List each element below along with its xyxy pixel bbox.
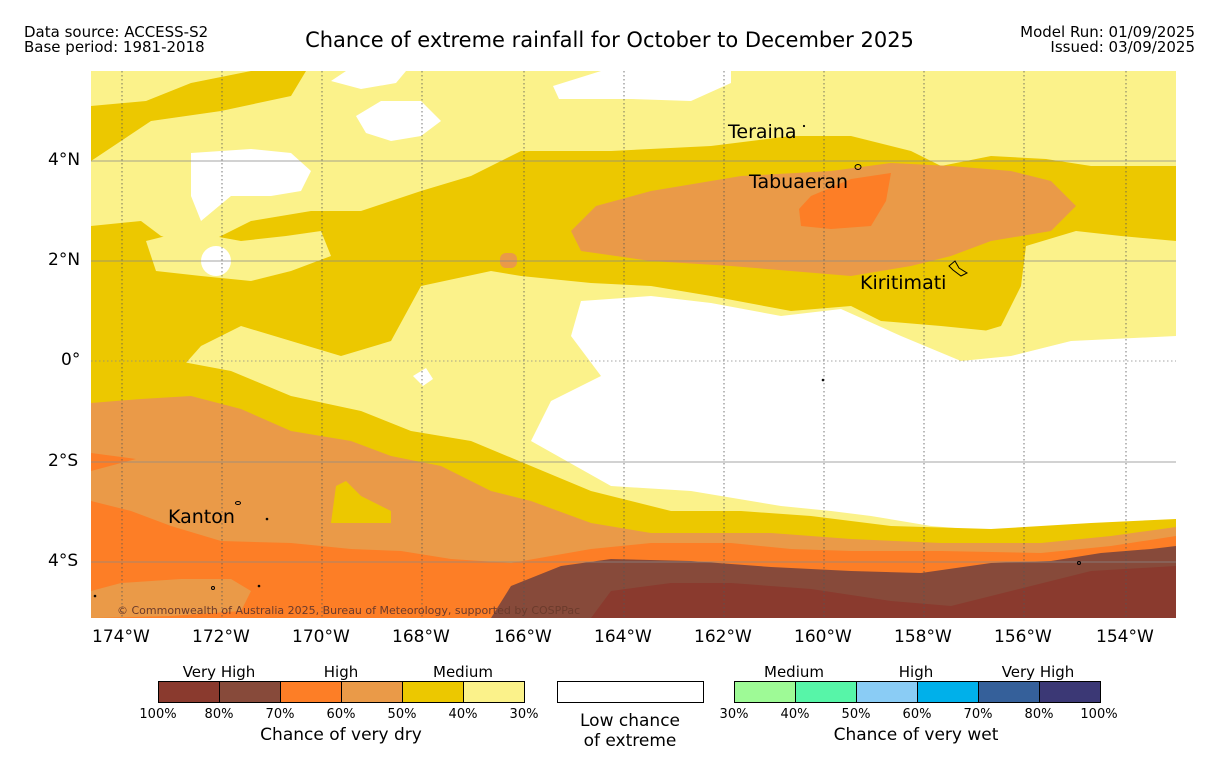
tabuaeran-island <box>854 164 862 170</box>
dry-50-60-sw-patch <box>91 579 251 618</box>
low-chance-north-3 <box>553 71 731 101</box>
lon-tick-164w: 164°W <box>594 627 652 647</box>
teraina-island <box>802 124 806 128</box>
lon-tick-166w: 166°W <box>494 627 552 647</box>
low-chance-swatch <box>557 681 704 703</box>
dry-tick-70: 70% <box>265 707 295 722</box>
wet-swatch-80-100 <box>1039 681 1101 703</box>
lon-tick-170w: 170°W <box>292 627 350 647</box>
lat-tick-4n: 4°N <box>48 150 81 170</box>
islet-4 <box>93 594 97 598</box>
low-chance-caption-line1: Low chance <box>580 711 680 731</box>
lat-tick-2s: 2°S <box>48 451 79 471</box>
dry-category-high: High <box>323 663 359 681</box>
lat-tick-2n: 2°N <box>48 250 81 270</box>
island-outlines <box>93 124 1081 598</box>
dry-swatch-40-50 <box>402 681 464 703</box>
wet-tick-70: 70% <box>963 707 993 722</box>
low-chance-north-4 <box>331 71 406 89</box>
lat-tick-4s: 4°S <box>48 551 79 571</box>
islet-1 <box>265 517 269 521</box>
dry-tick-60: 60% <box>326 707 356 722</box>
dry-category-medium: Medium <box>433 663 493 681</box>
dry-legend-caption: Chance of very dry <box>260 725 422 745</box>
data-source-label: Data source: ACCESS-S2 <box>24 23 209 41</box>
place-label-tabuaeran: Tabuaeran <box>749 171 849 193</box>
islet-5 <box>821 378 825 382</box>
wet-swatch-70-80 <box>978 681 1040 703</box>
low-chance-north-1 <box>191 149 311 221</box>
dry-80-100-south <box>591 566 1176 618</box>
latitude-gridlines <box>91 160 1176 563</box>
wet-category-high: High <box>898 663 934 681</box>
islet-2 <box>211 586 215 590</box>
low-chance-north-2 <box>356 101 441 141</box>
dry-40-50-south-patch <box>331 481 391 523</box>
lon-tick-160w: 160°W <box>794 627 852 647</box>
copyright-notice: © Commonwealth of Australia 2025, Bureau… <box>117 604 581 617</box>
wet-swatch-30-40 <box>734 681 796 703</box>
dry-60-70-north <box>799 173 891 229</box>
low-chance-caption-line2: of extreme <box>583 731 677 751</box>
kanton-island <box>235 501 241 505</box>
dry-tick-30: 30% <box>509 707 539 722</box>
map-title: Chance of extreme rainfall for October t… <box>305 28 914 52</box>
wet-legend-caption: Chance of very wet <box>833 725 999 745</box>
islet-3 <box>257 584 261 588</box>
dry-tick-100: 100% <box>139 707 177 722</box>
low-chance-central <box>531 296 1176 531</box>
place-label-teraina: Teraina <box>728 121 797 143</box>
lon-tick-162w: 162°W <box>694 627 752 647</box>
wet-tick-80: 80% <box>1024 707 1054 722</box>
lon-tick-172w: 172°W <box>192 627 250 647</box>
wet-tick-50: 50% <box>841 707 871 722</box>
lon-tick-154w: 154°W <box>1096 627 1154 647</box>
dry-tick-80: 80% <box>204 707 234 722</box>
dry-swatch-50-60 <box>341 681 403 703</box>
wet-category-very-high: Very High <box>1001 663 1075 681</box>
wet-tick-100: 100% <box>1080 707 1118 722</box>
place-label-kanton: Kanton <box>168 506 235 528</box>
wet-tick-60: 60% <box>902 707 932 722</box>
issued-label: Issued: 03/09/2025 <box>1050 38 1195 56</box>
model-run-label: Model Run: 01/09/2025 <box>1020 23 1195 41</box>
wet-tick-40: 40% <box>780 707 810 722</box>
dry-40-50-north-band <box>91 71 306 161</box>
islet-6 <box>1077 561 1081 565</box>
low-chance-small <box>413 368 433 386</box>
wet-tick-30: 30% <box>719 707 749 722</box>
dry-30-40-patch-west <box>146 231 331 281</box>
wet-swatch-50-60 <box>856 681 918 703</box>
dry-tick-40: 40% <box>448 707 478 722</box>
longitude-gridlines <box>121 71 1127 618</box>
lon-tick-158w: 158°W <box>894 627 952 647</box>
dry-swatch-60-70 <box>280 681 342 703</box>
dry-50-60-spot <box>500 253 517 268</box>
kiritimati-island <box>948 260 969 277</box>
lon-tick-156w: 156°W <box>994 627 1052 647</box>
dry-swatch-70-80 <box>219 681 281 703</box>
wet-category-medium: Medium <box>764 663 824 681</box>
dry-category-very-high: Very High <box>182 663 256 681</box>
wet-swatch-40-50 <box>795 681 857 703</box>
dry-swatch-80-100 <box>158 681 220 703</box>
wet-swatch-60-70 <box>917 681 979 703</box>
place-label-kiritimati: Kiritimati <box>860 272 947 294</box>
dry-30-40-patch-east <box>951 231 1176 363</box>
dry-swatch-30-40 <box>463 681 525 703</box>
lat-tick-0: 0° <box>61 350 81 370</box>
dry-tick-50: 50% <box>387 707 417 722</box>
lon-tick-168w: 168°W <box>392 627 450 647</box>
base-period-label: Base period: 1981-2018 <box>24 38 205 56</box>
rainfall-map <box>91 71 1176 618</box>
lon-tick-174w: 174°W <box>92 627 150 647</box>
